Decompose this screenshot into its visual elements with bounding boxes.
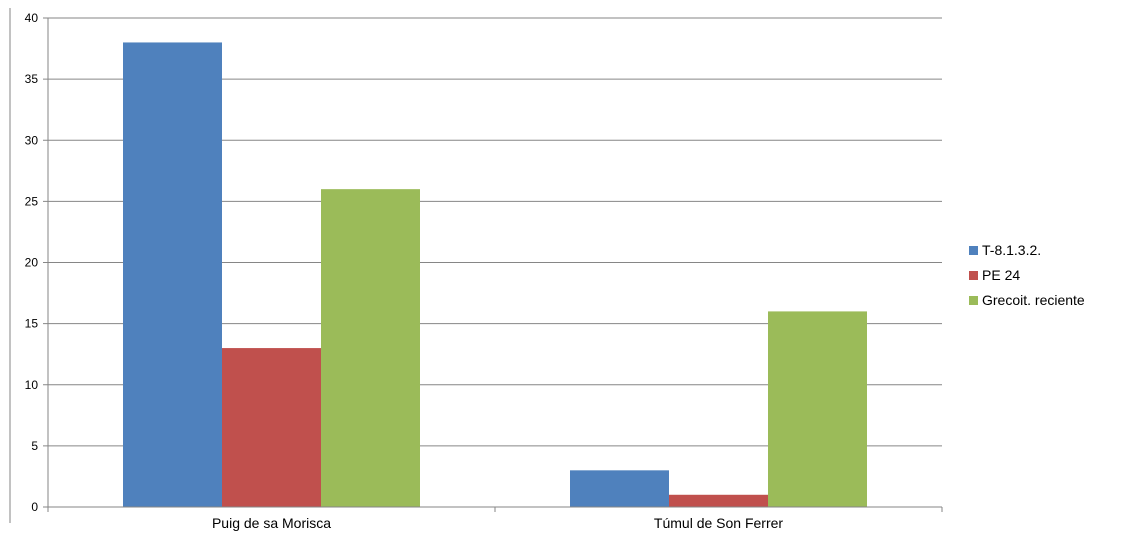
y-tick-label: 20 [25, 256, 39, 270]
tick-labels: 0 5 10 15 20 25 30 35 40 Puig de sa Morisca Túmul … [25, 11, 784, 531]
bars [123, 42, 867, 507]
legend-swatch-pe-24 [969, 270, 978, 280]
y-tick-label: 35 [25, 72, 39, 86]
y-tick-label: 10 [25, 378, 39, 392]
bar [222, 348, 321, 507]
legend-item-pe-24: PE 24 [969, 265, 1085, 285]
legend-label-grecoit-reciente: Grecoit. reciente [982, 292, 1085, 308]
legend: T-8.1.3.2. PE 24 Grecoit. reciente [969, 240, 1085, 315]
bar [669, 494, 768, 507]
x-tick-label: Puig de sa Morisca [212, 515, 331, 531]
y-tick-label: 40 [25, 11, 39, 25]
legend-item-t-8-1-3-2: T-8.1.3.2. [969, 240, 1085, 260]
legend-label-pe-24: PE 24 [982, 267, 1021, 283]
legend-swatch-grecoit-reciente [969, 295, 978, 305]
legend-swatch-t-8-1-3-2 [969, 245, 978, 255]
x-tick-label: Túmul de Son Ferrer [654, 515, 783, 531]
y-tick-label: 25 [25, 194, 39, 208]
y-tick-label: 15 [25, 317, 39, 331]
bar [123, 42, 222, 507]
y-tick-label: 30 [25, 133, 39, 147]
y-tick-label: 5 [31, 439, 38, 453]
legend-label-t-8-1-3-2: T-8.1.3.2. [982, 242, 1042, 258]
axes [9, 8, 943, 523]
legend-item-grecoit-reciente: Grecoit. reciente [969, 290, 1085, 310]
y-tick-label: 0 [31, 500, 38, 514]
bar [570, 470, 669, 507]
bar [321, 189, 420, 507]
bar [768, 311, 867, 507]
